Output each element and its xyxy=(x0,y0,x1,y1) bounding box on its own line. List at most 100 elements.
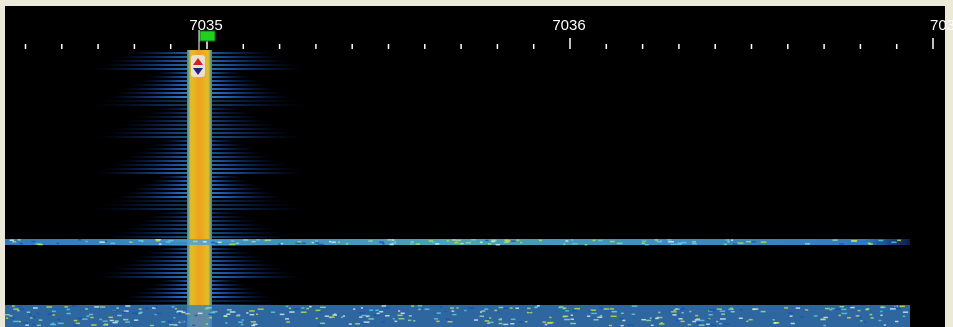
speckle xyxy=(58,323,64,325)
speckle xyxy=(99,241,105,243)
speckle xyxy=(66,313,70,315)
speckle xyxy=(504,239,508,241)
speckle xyxy=(621,325,624,327)
speckle xyxy=(251,321,256,323)
speckle xyxy=(385,315,390,317)
speckle xyxy=(565,310,569,312)
speckle xyxy=(672,314,676,316)
speckle xyxy=(48,313,53,315)
speckle xyxy=(894,305,897,307)
speckle xyxy=(398,315,403,317)
speckle xyxy=(241,324,244,326)
speckle xyxy=(318,244,324,246)
speckle xyxy=(46,306,52,308)
speckle xyxy=(325,315,329,317)
speckle xyxy=(452,239,456,241)
speckle xyxy=(706,323,710,325)
speckle xyxy=(376,313,379,315)
speckle xyxy=(375,310,378,312)
speckle xyxy=(57,243,59,245)
speckle xyxy=(456,240,462,242)
speckle xyxy=(329,241,331,243)
speckle xyxy=(484,308,488,310)
speckle xyxy=(800,316,803,318)
speckle xyxy=(791,323,795,325)
speckle xyxy=(73,324,77,326)
speckle xyxy=(286,306,289,308)
speckle xyxy=(315,242,319,244)
speckle xyxy=(235,243,239,245)
speckle xyxy=(688,324,692,326)
speckle xyxy=(903,311,908,313)
speckle xyxy=(772,319,775,321)
speckle xyxy=(94,306,99,308)
speckle xyxy=(86,315,89,317)
speckle xyxy=(74,320,77,322)
speckle xyxy=(168,240,173,242)
speckle xyxy=(315,240,318,242)
speckle xyxy=(565,240,568,242)
speckle xyxy=(6,317,8,319)
speckle xyxy=(18,306,22,308)
speckle xyxy=(398,310,400,312)
speckle xyxy=(316,310,321,312)
speckle xyxy=(549,317,551,319)
speckle xyxy=(517,239,520,241)
speckle xyxy=(281,243,283,245)
speckle xyxy=(641,319,646,321)
speckle xyxy=(489,317,491,319)
speckle xyxy=(534,307,536,309)
speckle xyxy=(320,307,326,309)
speckle xyxy=(394,241,396,243)
speckle xyxy=(180,321,184,323)
speckle xyxy=(230,311,236,313)
speckle xyxy=(564,319,570,321)
speckle xyxy=(611,316,617,318)
speckle xyxy=(699,324,705,326)
speckle xyxy=(451,310,454,312)
speckle xyxy=(208,314,214,316)
speckle xyxy=(852,240,857,242)
speckle xyxy=(175,324,178,326)
speckle xyxy=(13,321,19,323)
speckle xyxy=(504,307,508,309)
speckle xyxy=(117,315,121,317)
speckle xyxy=(870,314,873,316)
speckle xyxy=(104,324,108,326)
speckle xyxy=(825,308,830,310)
speckle xyxy=(429,240,433,242)
speckle xyxy=(37,325,41,327)
speckle xyxy=(587,315,590,317)
speckle xyxy=(847,305,853,307)
speckle xyxy=(129,241,132,243)
speckle xyxy=(740,309,742,311)
speckle xyxy=(773,322,776,324)
speckle xyxy=(563,308,565,310)
speckle xyxy=(860,320,862,322)
speckle xyxy=(393,318,395,320)
speckle xyxy=(362,315,367,317)
speckle xyxy=(870,317,873,319)
speckle xyxy=(238,321,243,323)
speckle xyxy=(154,306,158,308)
speckle xyxy=(100,306,105,308)
speckle xyxy=(593,240,596,242)
speckle xyxy=(408,320,411,322)
speckle xyxy=(280,314,285,316)
speckle xyxy=(903,316,906,318)
speckle xyxy=(309,306,311,308)
speckle xyxy=(446,318,450,320)
speckle xyxy=(111,243,116,245)
speckle xyxy=(359,312,365,314)
speckle xyxy=(185,313,189,315)
speckle xyxy=(224,315,227,317)
speckle xyxy=(632,305,638,307)
speckle xyxy=(645,244,649,246)
speckle xyxy=(468,307,474,309)
speckle xyxy=(369,309,373,311)
speckle xyxy=(302,243,306,245)
speckle xyxy=(418,309,420,311)
speckle xyxy=(355,323,360,325)
speckle xyxy=(746,241,751,243)
speckle xyxy=(145,308,148,310)
